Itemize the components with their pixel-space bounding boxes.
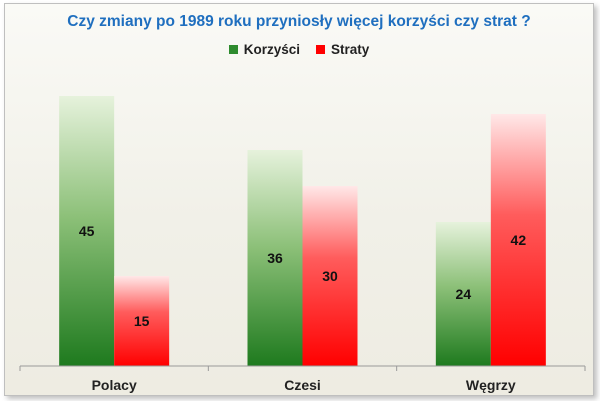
plot-area: 45 15 Polacy 36 30 Czesi 24 42 Węgrzy (19, 96, 586, 393)
bar-korzyci (435, 222, 491, 366)
legend: Korzyści Straty (5, 42, 593, 57)
bar-korzyci (247, 150, 303, 366)
bar-straty (114, 276, 170, 366)
category-label: Węgrzy (466, 377, 516, 393)
chart-frame: Czy zmiany po 1989 roku przyniosły więce… (4, 3, 594, 396)
bar-straty (302, 186, 358, 366)
legend-item-straty: Straty (316, 42, 369, 57)
category-label: Czesi (284, 377, 321, 393)
data-label-straty: 30 (322, 268, 338, 284)
legend-swatch-korzysci (228, 45, 238, 54)
legend-swatch-straty (316, 45, 325, 54)
chart-title: Czy zmiany po 1989 roku przyniosły więce… (67, 13, 531, 30)
data-label-korzyci: 45 (79, 223, 95, 239)
data-label-straty: 42 (511, 232, 527, 248)
data-label-korzyci: 24 (456, 286, 472, 302)
legend-label-korzysci: Korzyści (243, 42, 300, 57)
data-label-korzyci: 36 (267, 250, 283, 266)
bar-straty (490, 114, 546, 366)
data-label-straty: 15 (134, 313, 150, 329)
bar-korzyci (59, 96, 115, 366)
category-label: Polacy (92, 377, 137, 393)
legend-label-straty: Straty (331, 42, 370, 57)
legend-item-korzysci: Korzyści (228, 42, 300, 57)
